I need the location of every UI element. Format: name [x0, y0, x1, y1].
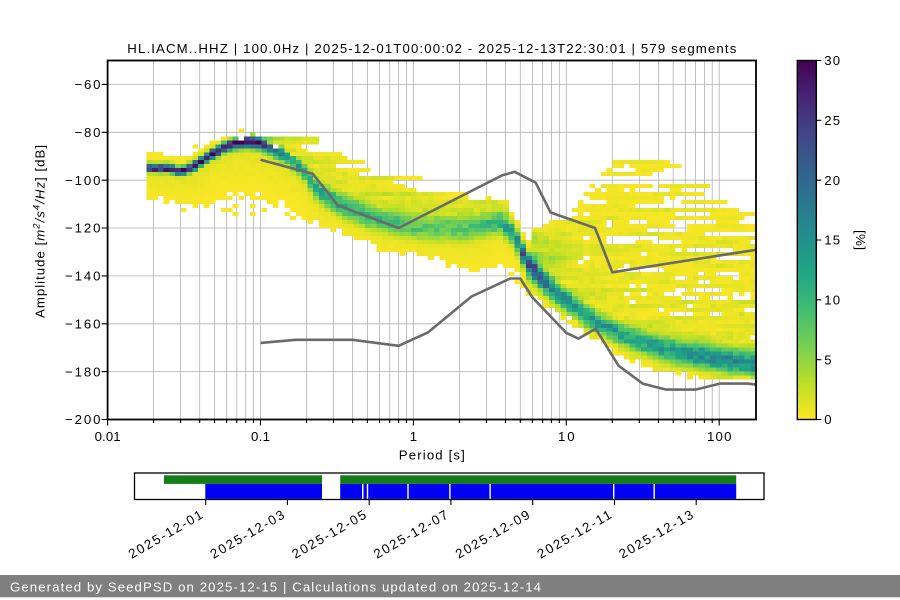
svg-text:HL.IACM..HHZ | 100.0Hz | 2025-: HL.IACM..HHZ | 100.0Hz | 2025-12-01T00:0…	[127, 41, 736, 56]
svg-text:10: 10	[558, 429, 575, 444]
svg-text:Period [s]: Period [s]	[399, 447, 465, 462]
svg-text:−80: −80	[75, 125, 101, 140]
svg-text:100: 100	[707, 429, 732, 444]
svg-text:Amplitude [m2/s4/Hz] [dB]: Amplitude [m2/s4/Hz] [dB]	[32, 145, 48, 318]
svg-text:Generated by SeedPSD on 2025-1: Generated by SeedPSD on 2025-12-15 | Cal…	[10, 579, 541, 594]
svg-text:0: 0	[824, 412, 831, 427]
svg-text:25: 25	[824, 113, 840, 128]
svg-text:0.01: 0.01	[95, 429, 121, 444]
svg-text:10: 10	[824, 293, 840, 308]
svg-text:−60: −60	[75, 77, 101, 92]
svg-text:[%]: [%]	[853, 230, 868, 250]
svg-text:0.1: 0.1	[251, 429, 270, 444]
svg-text:5: 5	[824, 352, 831, 367]
svg-text:30: 30	[824, 53, 840, 68]
svg-text:1: 1	[410, 429, 417, 444]
svg-text:15: 15	[824, 233, 840, 248]
svg-text:20: 20	[824, 173, 840, 188]
